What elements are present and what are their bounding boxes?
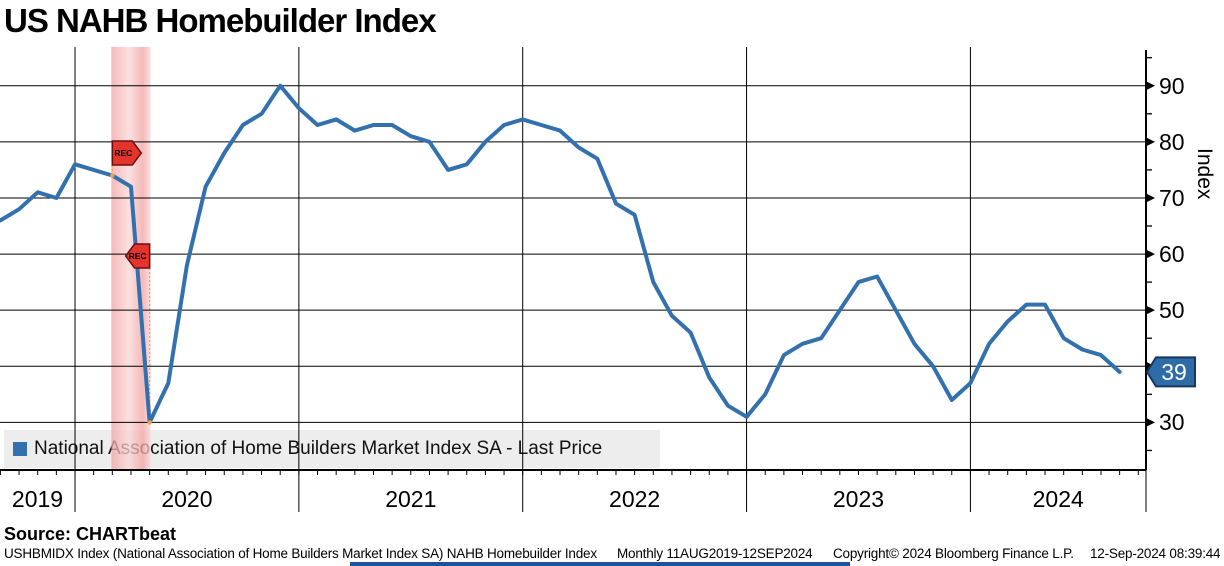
y-tick-label: 80	[1159, 128, 1185, 155]
bottom-ui-strip	[350, 562, 850, 566]
x-tick-label: 2022	[609, 486, 661, 512]
legend-swatch-icon	[13, 442, 27, 456]
legend-label: National Association of Home Builders Ma…	[34, 438, 603, 459]
rec-end-dot	[147, 420, 152, 425]
chart-title: US NAHB Homebuilder Index	[4, 2, 437, 39]
legend: National Association of Home Builders Ma…	[4, 430, 660, 468]
rec-end-flag-icon	[124, 243, 151, 269]
svg-text:REC: REC	[114, 148, 132, 158]
x-tick-label: 2021	[385, 486, 437, 512]
rec-start-flag-icon	[111, 140, 143, 166]
y-tick-label: 70	[1159, 184, 1185, 211]
source-line: Source: CHARTbeat	[4, 524, 177, 544]
footer-copyright: Copyright© 2024 Bloomberg Finance L.P.	[833, 546, 1074, 561]
x-tick-label: 2019	[11, 486, 64, 512]
svg-text:REC: REC	[129, 251, 147, 261]
footer-frequency-range: Monthly 11AUG2019-12SEP2024	[617, 546, 813, 561]
footer-ticker-info: USHBMIDX Index (National Association of …	[4, 546, 597, 561]
recession-band	[111, 47, 151, 470]
price-line	[0, 83, 1122, 425]
y-tick-label: 60	[1159, 241, 1185, 268]
x-tick-label: 2023	[832, 486, 885, 512]
y-axis-title: Index	[1193, 148, 1216, 200]
y-tick-label: 40	[1159, 353, 1185, 380]
footer-timestamp: 12-Sep-2024 08:39:44	[1090, 546, 1221, 561]
y-tick-label: 30	[1159, 409, 1185, 436]
y-tick-label: 90	[1159, 72, 1185, 99]
y-tick-label: 50	[1159, 297, 1185, 324]
rec-start-dot	[110, 173, 115, 178]
x-tick-label: 2020	[161, 486, 213, 512]
x-tick-label: 2024	[1032, 486, 1084, 512]
